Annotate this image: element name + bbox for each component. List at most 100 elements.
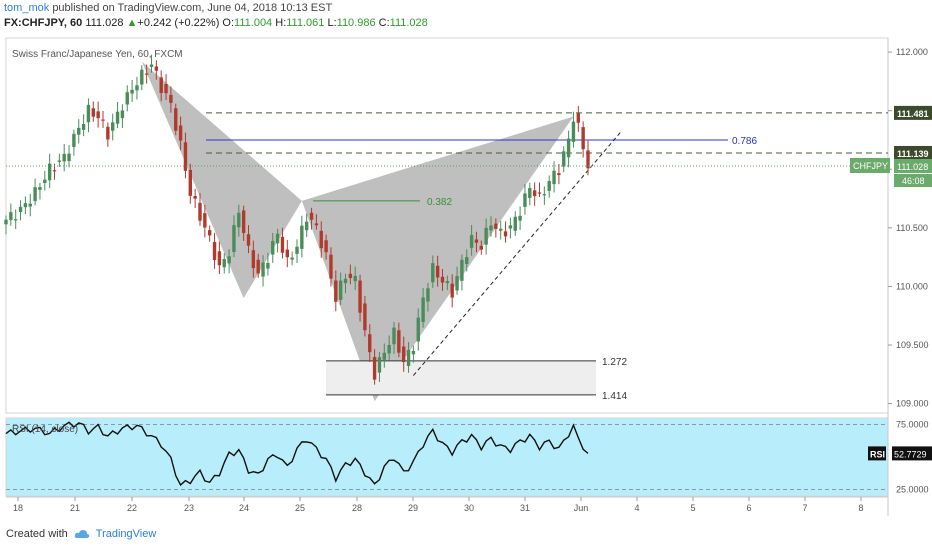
candle-up bbox=[290, 257, 294, 260]
candle-down bbox=[256, 259, 260, 274]
symbol-tag bbox=[850, 157, 890, 173]
candle-up bbox=[266, 262, 270, 269]
candle-up bbox=[547, 181, 551, 191]
open-label: O: bbox=[222, 17, 235, 29]
close-value: 111.028 bbox=[389, 17, 428, 29]
candle-up bbox=[4, 219, 8, 225]
candle-up bbox=[460, 259, 464, 281]
close-label: C: bbox=[378, 17, 390, 29]
candle-down bbox=[154, 66, 159, 71]
x-tick-label: 4 bbox=[634, 503, 639, 513]
candle-up bbox=[518, 215, 522, 221]
candle-up bbox=[484, 227, 488, 245]
candle-up bbox=[528, 188, 532, 198]
level-price-label: 111.481 bbox=[897, 109, 929, 119]
x-tick-label: 8 bbox=[858, 503, 863, 513]
published-text: published on TradingView.com, June 04, 2… bbox=[52, 2, 333, 14]
candle-up bbox=[338, 280, 343, 300]
candle-down bbox=[368, 334, 372, 353]
high-label: H: bbox=[275, 17, 287, 29]
candle-up bbox=[67, 153, 71, 162]
candle-up bbox=[445, 281, 450, 284]
candle-up bbox=[343, 278, 348, 284]
fib-label: 1.272 bbox=[602, 357, 627, 368]
last-price-label: 111.028 bbox=[897, 162, 928, 172]
candle-up bbox=[232, 225, 236, 253]
candle-up bbox=[295, 246, 299, 254]
author-link[interactable]: tom_mok bbox=[4, 2, 50, 14]
candle-down bbox=[52, 170, 57, 172]
tradingview-link[interactable]: TradingView bbox=[95, 528, 157, 540]
change-value: +0.242 (+0.22%) bbox=[137, 17, 220, 29]
candle-down bbox=[169, 94, 173, 103]
high-value: 111.061 bbox=[286, 17, 325, 29]
candle-up bbox=[275, 233, 280, 244]
x-tick-label: 22 bbox=[127, 503, 137, 513]
rsi-line bbox=[5, 421, 589, 487]
candle-down bbox=[193, 196, 197, 199]
countdown-label: 46:08 bbox=[902, 176, 925, 186]
candle-up bbox=[111, 122, 115, 131]
candle-up bbox=[135, 85, 139, 91]
candle-down bbox=[208, 230, 212, 236]
candle-down bbox=[188, 169, 192, 196]
candle-down bbox=[285, 249, 289, 258]
candle-up bbox=[305, 221, 309, 231]
candle-up bbox=[542, 194, 547, 196]
x-tick-label: 29 bbox=[408, 503, 418, 513]
candle-down bbox=[212, 241, 217, 261]
last-price-tag bbox=[894, 158, 932, 173]
last-price: 111.028 bbox=[85, 17, 124, 29]
candle-up bbox=[14, 219, 18, 221]
created-with-text: Created with bbox=[6, 528, 68, 540]
candle-down bbox=[402, 346, 406, 362]
rsi-title: RSI (14, close) bbox=[12, 424, 78, 435]
y-tick-label: 112.000 bbox=[896, 47, 928, 57]
candle-up bbox=[382, 352, 386, 360]
candle-down bbox=[348, 273, 353, 279]
candle-down bbox=[314, 223, 319, 226]
rsi-tag bbox=[868, 446, 886, 461]
candle-down bbox=[581, 127, 585, 150]
x-tick-label: 25 bbox=[295, 503, 305, 513]
candle-up bbox=[499, 228, 503, 231]
candle-up bbox=[469, 235, 474, 248]
candle-up bbox=[18, 206, 23, 213]
x-tick-label: 30 bbox=[464, 503, 474, 513]
candle-down bbox=[91, 108, 95, 117]
candle-down bbox=[397, 330, 401, 353]
candle-up bbox=[72, 133, 76, 147]
low-label: L: bbox=[327, 17, 337, 29]
candle-down bbox=[324, 240, 328, 253]
change-up-icon: ▲ bbox=[126, 17, 138, 29]
candle-up bbox=[271, 241, 275, 255]
candle-up bbox=[33, 187, 37, 202]
candle-up bbox=[508, 225, 513, 229]
candle-down bbox=[450, 283, 454, 298]
footer: Created with TradingView bbox=[6, 528, 156, 540]
candle-down bbox=[241, 210, 246, 234]
y-tick-label: 110.000 bbox=[896, 281, 928, 291]
candle-down bbox=[183, 142, 188, 171]
open-value: 111.004 bbox=[234, 17, 273, 29]
candle-up bbox=[562, 151, 566, 167]
x-tick-label: 18 bbox=[13, 503, 23, 513]
candle-up bbox=[149, 64, 154, 68]
candle-up bbox=[513, 216, 517, 231]
level-price-label: 111.139 bbox=[897, 149, 929, 159]
candle-up bbox=[43, 179, 47, 184]
x-tick-label: 24 bbox=[239, 503, 249, 513]
y-tick-label: 109.500 bbox=[896, 340, 929, 350]
rsi-value-tag bbox=[892, 446, 932, 461]
candle-up bbox=[300, 225, 304, 249]
candle-down bbox=[532, 190, 537, 197]
candle-up bbox=[353, 275, 357, 282]
candle-up bbox=[489, 225, 493, 231]
candle-down bbox=[363, 303, 367, 331]
candle-down bbox=[144, 73, 149, 75]
candle-up bbox=[57, 160, 62, 162]
candle-down bbox=[251, 250, 256, 269]
candle-up bbox=[86, 104, 91, 123]
chart-title: Swiss Franc/Japanese Yen, 60, FXCM bbox=[12, 49, 183, 60]
